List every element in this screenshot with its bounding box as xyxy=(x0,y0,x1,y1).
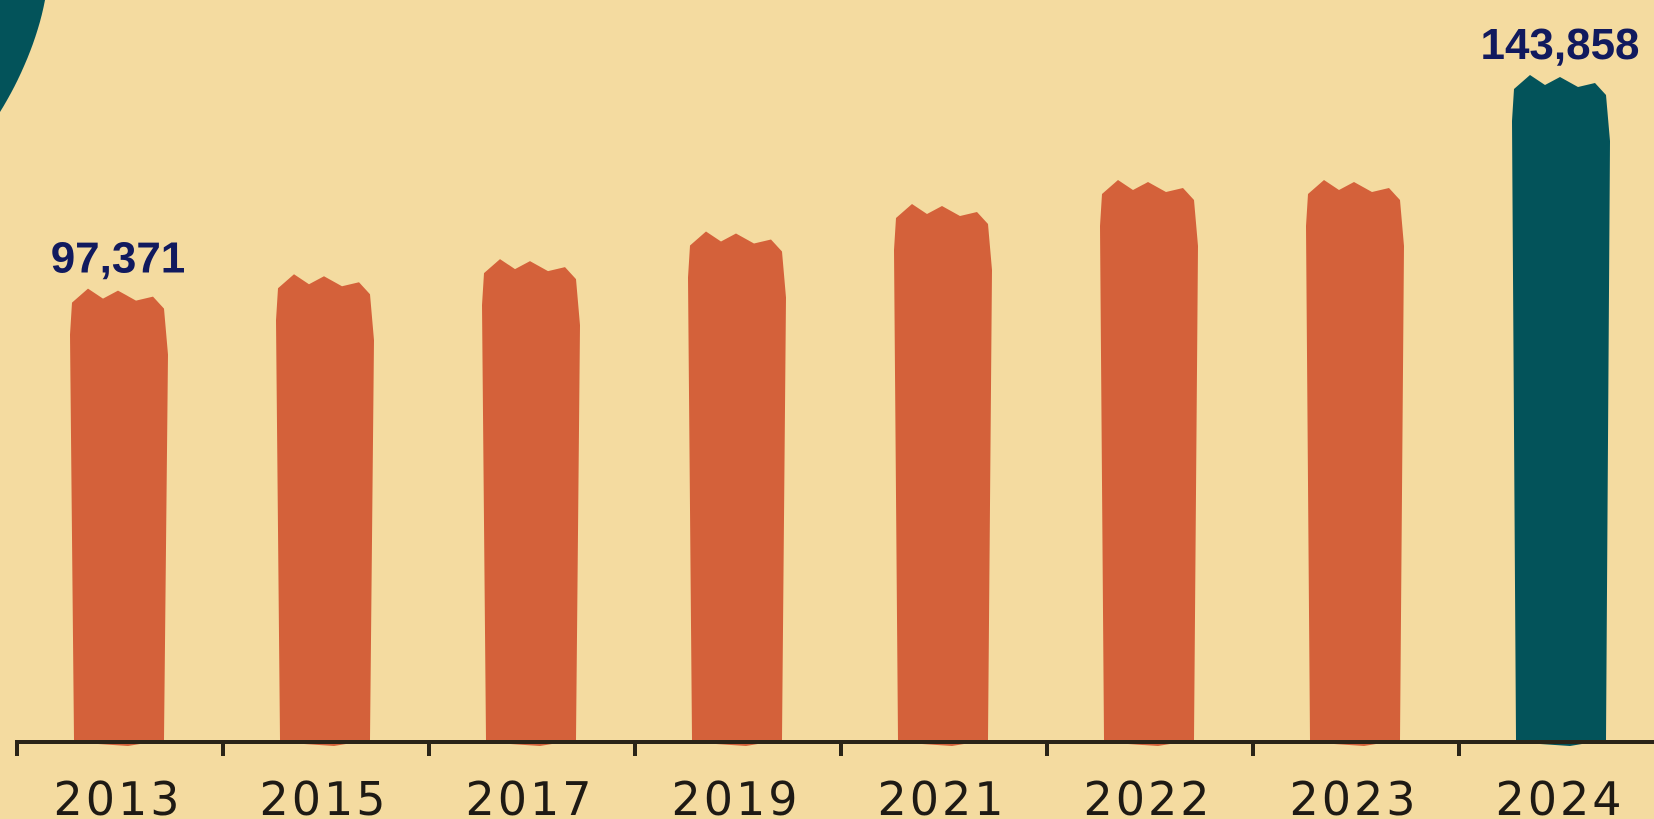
bar-2022 xyxy=(1100,180,1198,746)
bar-2013 xyxy=(70,288,168,746)
bar-2024 xyxy=(1512,75,1610,746)
x-tick-label-2015: 2015 xyxy=(259,772,388,819)
bar-2023 xyxy=(1306,180,1404,746)
x-tick-label-2019: 2019 xyxy=(671,772,800,819)
x-tick-label-2023: 2023 xyxy=(1289,772,1418,819)
x-tick-label-2013: 2013 xyxy=(53,772,182,819)
corner-decoration xyxy=(0,0,45,112)
x-tick-label-2021: 2021 xyxy=(877,772,1006,819)
bar-2015 xyxy=(276,274,374,746)
bars xyxy=(70,75,1610,747)
data-label-2024: 143,858 xyxy=(1480,20,1639,69)
x-tick-label-2017: 2017 xyxy=(465,772,594,819)
data-labels: 97,371 143,858 xyxy=(51,20,1640,283)
x-tick-label-2022: 2022 xyxy=(1083,772,1212,819)
x-axis: 2013 2015 2017 2019 2021 2022 2023 2024 xyxy=(15,740,1654,819)
x-tick-label-2024: 2024 xyxy=(1495,772,1624,819)
bar-2017 xyxy=(482,259,580,746)
bar-2021 xyxy=(894,203,992,747)
data-label-2013: 97,371 xyxy=(51,234,186,283)
bar-2019 xyxy=(688,231,786,746)
